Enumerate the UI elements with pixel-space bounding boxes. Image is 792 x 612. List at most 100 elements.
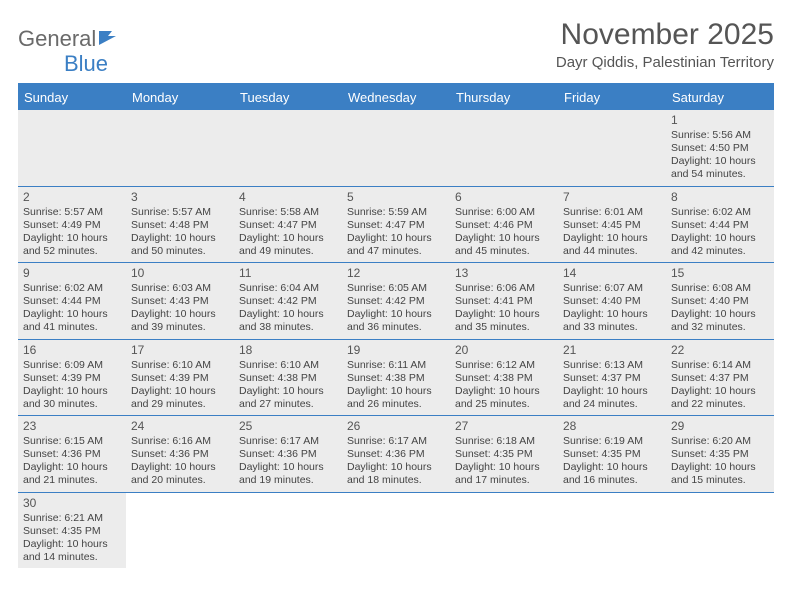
sunset-text: Sunset: 4:36 PM [347,448,445,461]
sunset-text: Sunset: 4:42 PM [347,295,445,308]
sunset-text: Sunset: 4:48 PM [131,219,229,232]
calendar-day-cell: 27Sunrise: 6:18 AMSunset: 4:35 PMDayligh… [450,416,558,493]
sunrise-text: Sunrise: 6:02 AM [671,206,769,219]
calendar-day-cell: 1Sunrise: 5:56 AMSunset: 4:50 PMDaylight… [666,110,774,186]
day-number: 8 [671,190,769,205]
calendar-day-cell: 2Sunrise: 5:57 AMSunset: 4:49 PMDaylight… [18,186,126,263]
sunset-text: Sunset: 4:36 PM [131,448,229,461]
calendar-day-cell: 23Sunrise: 6:15 AMSunset: 4:36 PMDayligh… [18,416,126,493]
sunrise-text: Sunrise: 6:10 AM [131,359,229,372]
day-header: Saturday [666,84,774,110]
daylight-text: Daylight: 10 hours and 42 minutes. [671,232,769,258]
day-number: 4 [239,190,337,205]
sunrise-text: Sunrise: 6:05 AM [347,282,445,295]
day-number: 20 [455,343,553,358]
sunrise-text: Sunrise: 6:03 AM [131,282,229,295]
daylight-text: Daylight: 10 hours and 19 minutes. [239,461,337,487]
daylight-text: Daylight: 10 hours and 16 minutes. [563,461,661,487]
day-number: 1 [671,113,769,128]
calendar-day-cell: 26Sunrise: 6:17 AMSunset: 4:36 PMDayligh… [342,416,450,493]
sunset-text: Sunset: 4:35 PM [563,448,661,461]
daylight-text: Daylight: 10 hours and 45 minutes. [455,232,553,258]
sunset-text: Sunset: 4:39 PM [23,372,121,385]
sunrise-text: Sunrise: 5:59 AM [347,206,445,219]
calendar-day-cell: 9Sunrise: 6:02 AMSunset: 4:44 PMDaylight… [18,263,126,340]
calendar-day-cell: 7Sunrise: 6:01 AMSunset: 4:45 PMDaylight… [558,186,666,263]
sunrise-text: Sunrise: 6:16 AM [131,435,229,448]
daylight-text: Daylight: 10 hours and 27 minutes. [239,385,337,411]
sunset-text: Sunset: 4:40 PM [563,295,661,308]
calendar-day-cell: 3Sunrise: 5:57 AMSunset: 4:48 PMDaylight… [126,186,234,263]
sunset-text: Sunset: 4:36 PM [23,448,121,461]
daylight-text: Daylight: 10 hours and 14 minutes. [23,538,121,564]
sunrise-text: Sunrise: 5:57 AM [131,206,229,219]
daylight-text: Daylight: 10 hours and 21 minutes. [23,461,121,487]
day-number: 27 [455,419,553,434]
day-number: 14 [563,266,661,281]
sunrise-text: Sunrise: 5:57 AM [23,206,121,219]
calendar-day-cell: 11Sunrise: 6:04 AMSunset: 4:42 PMDayligh… [234,263,342,340]
day-number: 21 [563,343,661,358]
sunset-text: Sunset: 4:37 PM [563,372,661,385]
sunrise-text: Sunrise: 6:14 AM [671,359,769,372]
day-number: 3 [131,190,229,205]
day-number: 24 [131,419,229,434]
day-number: 17 [131,343,229,358]
calendar-header-row: SundayMondayTuesdayWednesdayThursdayFrid… [18,84,774,110]
daylight-text: Daylight: 10 hours and 22 minutes. [671,385,769,411]
calendar-week-row: 23Sunrise: 6:15 AMSunset: 4:36 PMDayligh… [18,416,774,493]
day-number: 16 [23,343,121,358]
calendar-day-cell: 22Sunrise: 6:14 AMSunset: 4:37 PMDayligh… [666,339,774,416]
calendar-day-cell [342,492,450,568]
calendar-day-cell: 19Sunrise: 6:11 AMSunset: 4:38 PMDayligh… [342,339,450,416]
day-number: 9 [23,266,121,281]
sunrise-text: Sunrise: 5:58 AM [239,206,337,219]
calendar-day-cell [126,492,234,568]
calendar-day-cell: 21Sunrise: 6:13 AMSunset: 4:37 PMDayligh… [558,339,666,416]
day-number: 22 [671,343,769,358]
day-number: 7 [563,190,661,205]
calendar-day-cell [558,492,666,568]
day-number: 30 [23,496,121,511]
sunrise-text: Sunrise: 6:10 AM [239,359,337,372]
day-header: Sunday [18,84,126,110]
daylight-text: Daylight: 10 hours and 30 minutes. [23,385,121,411]
day-number: 29 [671,419,769,434]
day-header: Monday [126,84,234,110]
sunrise-text: Sunrise: 6:11 AM [347,359,445,372]
calendar-day-cell [450,492,558,568]
sunrise-text: Sunrise: 6:00 AM [455,206,553,219]
calendar-day-cell [234,110,342,186]
sunset-text: Sunset: 4:45 PM [563,219,661,232]
sunrise-text: Sunrise: 5:56 AM [671,129,769,142]
calendar-day-cell [558,110,666,186]
calendar-day-cell [234,492,342,568]
calendar-day-cell: 29Sunrise: 6:20 AMSunset: 4:35 PMDayligh… [666,416,774,493]
sunset-text: Sunset: 4:35 PM [23,525,121,538]
sunset-text: Sunset: 4:47 PM [239,219,337,232]
daylight-text: Daylight: 10 hours and 33 minutes. [563,308,661,334]
calendar-day-cell: 25Sunrise: 6:17 AMSunset: 4:36 PMDayligh… [234,416,342,493]
calendar-day-cell [450,110,558,186]
day-number: 2 [23,190,121,205]
day-number: 28 [563,419,661,434]
calendar-day-cell [18,110,126,186]
calendar-day-cell [666,492,774,568]
sunrise-text: Sunrise: 6:12 AM [455,359,553,372]
day-number: 5 [347,190,445,205]
sunrise-text: Sunrise: 6:20 AM [671,435,769,448]
calendar-day-cell [342,110,450,186]
sunrise-text: Sunrise: 6:01 AM [563,206,661,219]
sunset-text: Sunset: 4:39 PM [131,372,229,385]
calendar-day-cell: 10Sunrise: 6:03 AMSunset: 4:43 PMDayligh… [126,263,234,340]
calendar-day-cell [126,110,234,186]
sunrise-text: Sunrise: 6:08 AM [671,282,769,295]
day-number: 15 [671,266,769,281]
calendar-day-cell: 5Sunrise: 5:59 AMSunset: 4:47 PMDaylight… [342,186,450,263]
calendar-day-cell: 6Sunrise: 6:00 AMSunset: 4:46 PMDaylight… [450,186,558,263]
sunset-text: Sunset: 4:47 PM [347,219,445,232]
calendar-day-cell: 20Sunrise: 6:12 AMSunset: 4:38 PMDayligh… [450,339,558,416]
sunset-text: Sunset: 4:35 PM [671,448,769,461]
sunset-text: Sunset: 4:36 PM [239,448,337,461]
sunset-text: Sunset: 4:42 PM [239,295,337,308]
